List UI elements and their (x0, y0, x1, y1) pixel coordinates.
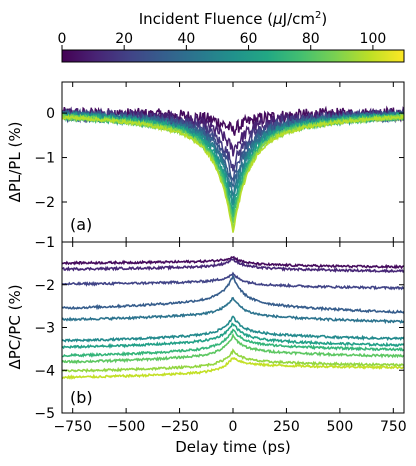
pc-series-line (62, 328, 404, 358)
colorbar: Incident Fluence (μJ/cm2) 0 20 40 60 80 100 (58, 10, 405, 63)
x-tick-label: 500 (327, 419, 354, 435)
y-tick-label: −3 (34, 321, 55, 337)
panel-b-series (62, 255, 404, 381)
colorbar-tick-label: 0 (58, 31, 67, 47)
x-tick-label: −250 (160, 419, 198, 435)
y-tick-label: −2 (34, 195, 55, 211)
colorbar-tick-label: 40 (177, 31, 195, 47)
pc-series-line (62, 322, 404, 350)
pc-series-line (62, 348, 404, 374)
pc-series-line (62, 315, 404, 343)
x-axis-label: Delay time (ps) (175, 438, 290, 456)
y-tick-label: −1 (34, 235, 55, 251)
colorbar-ticks: 0 20 40 60 80 100 (58, 31, 387, 50)
colorbar-tick-label: 60 (240, 31, 258, 47)
colorbar-gradient (61, 49, 405, 63)
pc-series-line (62, 357, 404, 381)
x-tick-label: 250 (273, 419, 300, 435)
y-tick-label: −1 (34, 151, 55, 167)
panel-a-series (62, 105, 404, 233)
x-tick-label: 0 (229, 419, 238, 435)
colorbar-tick-label: 20 (115, 31, 133, 47)
panel-a: 0 −1 −2 (a) ΔPL/PL (%) (6, 81, 405, 243)
colorbar-tick-label: 100 (360, 31, 387, 47)
panel-b-tag: (b) (70, 388, 93, 407)
pc-series-line (62, 271, 404, 291)
y-tick-label: 0 (46, 106, 55, 122)
colorbar-label: Incident Fluence (μJ/cm2) (139, 10, 328, 28)
panel-b-ticks: −1 −2 −3 −4 −5 (34, 235, 404, 422)
x-tick-label: −750 (53, 419, 91, 435)
panel-a-ylabel: ΔPL/PL (%) (6, 122, 24, 203)
panel-a-tag: (a) (70, 215, 92, 234)
y-tick-label: −5 (34, 406, 55, 422)
pc-series-line (62, 273, 404, 314)
panel-b-ylabel: ΔPC/PC (%) (6, 284, 24, 369)
panel-b: −1 −2 −3 −4 −5 (b) ΔPC/PC (%) (6, 235, 405, 422)
x-tick-label: 750 (380, 419, 407, 435)
x-tick-label: −500 (107, 419, 145, 435)
pc-series-line (62, 257, 404, 274)
x-axis-ticks: −750 −500 −250 0 250 500 750 (53, 82, 407, 435)
pc-series-line (62, 332, 404, 365)
pc-series-line (62, 296, 404, 325)
y-tick-label: −2 (34, 278, 55, 294)
pc-series-line (62, 255, 404, 270)
panel-a-ticks: 0 −1 −2 (34, 106, 404, 211)
panel-b-frame (61, 241, 405, 414)
colorbar-tick-label: 80 (302, 31, 320, 47)
y-tick-label: −4 (34, 363, 55, 379)
pl-series-line (62, 113, 404, 233)
